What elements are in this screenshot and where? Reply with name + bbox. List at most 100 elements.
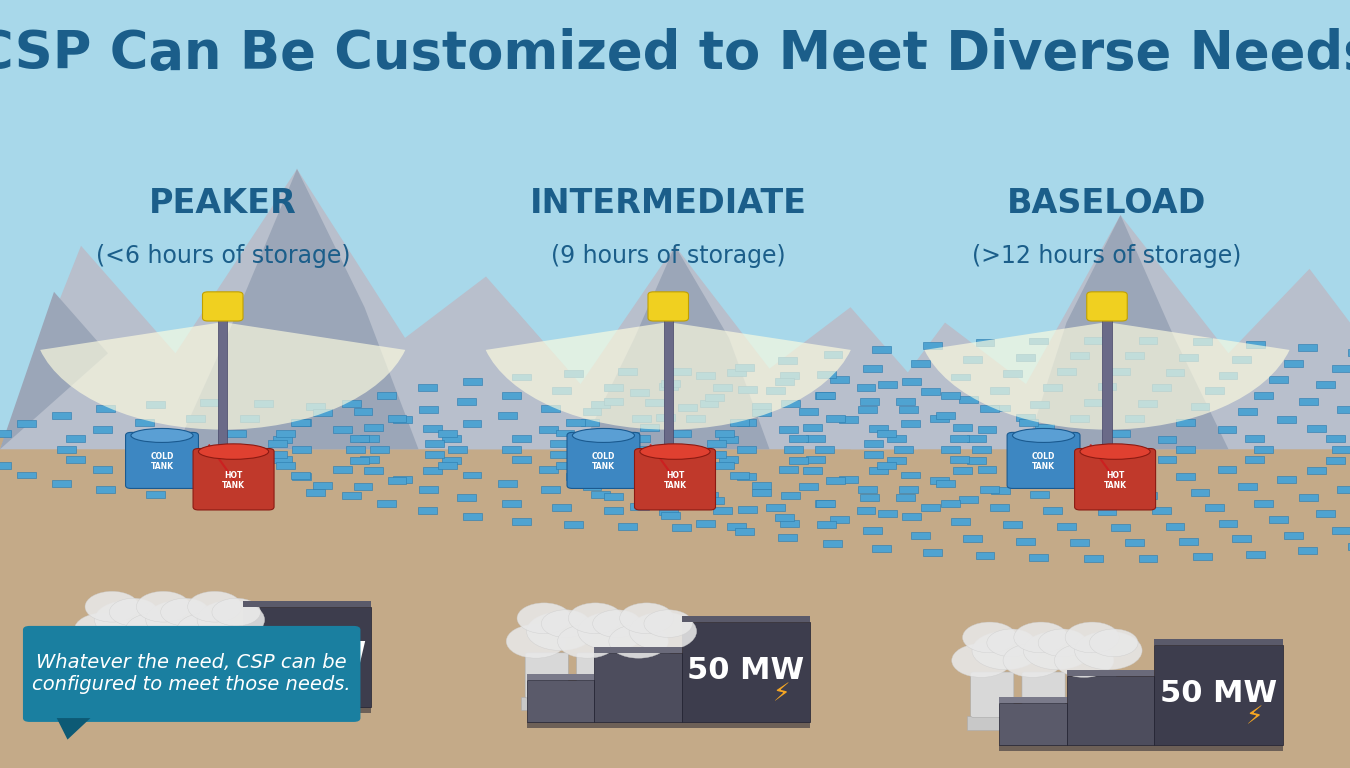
Bar [872, 346, 891, 353]
Bar [1238, 409, 1257, 415]
Bar [887, 435, 906, 442]
Bar [1326, 435, 1345, 442]
Bar [1069, 716, 1120, 730]
Bar [695, 372, 714, 379]
Bar [803, 467, 822, 474]
FancyBboxPatch shape [93, 641, 136, 687]
Bar [1154, 639, 1282, 645]
Bar [953, 425, 972, 432]
Bar [1338, 486, 1350, 493]
Circle shape [126, 613, 185, 647]
Bar [269, 452, 288, 458]
Bar [1125, 353, 1143, 359]
Bar [333, 425, 352, 432]
Circle shape [1075, 631, 1142, 670]
Bar [921, 504, 940, 511]
FancyBboxPatch shape [193, 449, 274, 510]
Bar [18, 420, 36, 427]
Bar [737, 445, 756, 453]
Bar [902, 513, 921, 520]
Bar [765, 387, 784, 394]
Bar [275, 429, 294, 436]
Bar [815, 445, 834, 453]
Bar [1084, 336, 1103, 343]
Bar [387, 415, 406, 422]
Bar [441, 435, 460, 442]
Bar [775, 378, 794, 385]
Bar [967, 716, 1018, 730]
Bar [96, 486, 115, 493]
Polygon shape [57, 718, 90, 740]
Bar [752, 482, 771, 489]
Bar [1071, 539, 1089, 546]
Bar [1030, 338, 1049, 345]
Bar [273, 456, 292, 463]
Bar [1071, 415, 1089, 422]
Bar [155, 631, 243, 637]
Bar [1316, 511, 1335, 518]
Bar [1138, 337, 1157, 344]
Bar [594, 647, 682, 653]
Bar [580, 419, 599, 425]
Bar [591, 491, 610, 498]
Text: HOT
TANK: HOT TANK [221, 471, 246, 490]
Bar [824, 351, 842, 358]
Bar [815, 500, 834, 507]
Bar [899, 406, 918, 412]
Bar [1254, 445, 1273, 453]
Bar [18, 472, 36, 478]
Circle shape [212, 598, 261, 626]
Bar [705, 497, 724, 504]
Bar [1179, 538, 1197, 545]
Bar [585, 451, 603, 458]
Bar [1204, 387, 1223, 394]
Bar [1347, 543, 1350, 550]
Bar [713, 385, 732, 392]
Bar [660, 511, 679, 518]
Polygon shape [850, 215, 1350, 449]
Bar [140, 685, 192, 699]
Bar [526, 722, 810, 728]
Bar [645, 492, 664, 499]
Bar [780, 400, 799, 407]
Bar [1084, 555, 1103, 562]
Bar [779, 466, 798, 473]
Bar [1219, 520, 1238, 527]
Bar [1332, 445, 1350, 453]
Bar [463, 472, 482, 478]
Text: INTERMEDIATE: INTERMEDIATE [529, 187, 807, 220]
Bar [734, 364, 753, 371]
Bar [441, 457, 460, 464]
Bar [135, 473, 154, 480]
Wedge shape [40, 322, 405, 429]
Bar [726, 522, 745, 529]
Bar [856, 507, 875, 514]
Text: COLD
TANK: COLD TANK [591, 452, 616, 471]
Bar [999, 697, 1066, 703]
Bar [967, 457, 985, 464]
Bar [864, 452, 883, 458]
Bar [826, 415, 845, 422]
Bar [425, 440, 444, 447]
Bar [896, 494, 915, 501]
Bar [784, 445, 803, 453]
Bar [1245, 456, 1264, 463]
Bar [541, 486, 560, 493]
Text: BASELOAD: BASELOAD [1007, 187, 1207, 220]
Bar [1125, 539, 1143, 546]
Bar [799, 483, 818, 490]
Bar [1152, 385, 1170, 392]
Bar [656, 478, 675, 485]
Bar [1254, 500, 1273, 507]
Bar [790, 457, 809, 464]
Bar [1017, 354, 1035, 361]
Bar [1023, 451, 1042, 458]
Circle shape [609, 624, 668, 658]
Bar [1254, 392, 1273, 399]
Bar [243, 607, 371, 707]
Bar [718, 435, 737, 442]
Bar [342, 492, 360, 498]
Bar [174, 459, 193, 466]
Bar [360, 456, 379, 463]
Bar [354, 409, 373, 415]
